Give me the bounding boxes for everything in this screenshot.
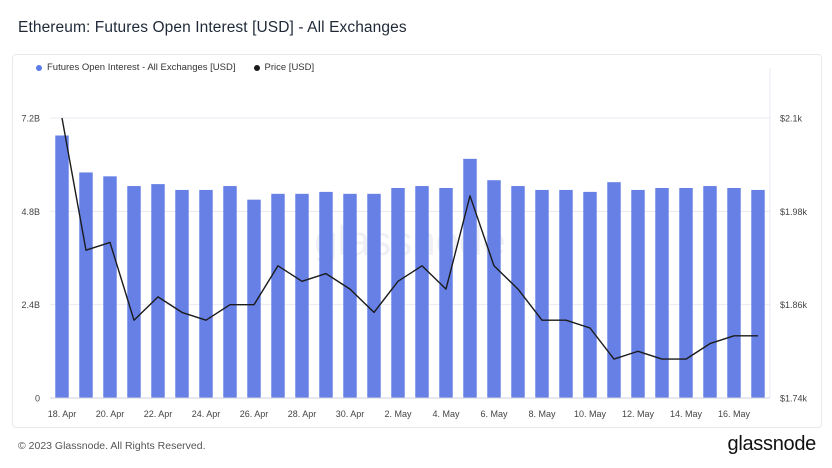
bar	[55, 135, 69, 398]
bar	[391, 188, 405, 398]
x-tick-label: 22. Apr	[144, 409, 173, 419]
y-right-tick-label: $1.74k	[780, 394, 808, 404]
x-tick-label: 30. Apr	[336, 409, 365, 419]
bar	[223, 186, 237, 398]
x-tick-label: 10. May	[574, 409, 607, 419]
x-tick-label: 2. May	[384, 409, 412, 419]
bar	[367, 193, 381, 398]
bar	[343, 193, 357, 398]
x-tick-label: 26. Apr	[240, 409, 269, 419]
y-right-tick-label: $1.98k	[780, 207, 808, 217]
bar	[511, 186, 525, 398]
y-right-tick-label: $1.86k	[780, 300, 808, 310]
watermark: glassnode	[314, 217, 505, 264]
x-tick-label: 24. Apr	[192, 409, 221, 419]
x-tick-label: 8. May	[528, 409, 556, 419]
x-tick-label: 28. Apr	[288, 409, 317, 419]
bar	[535, 189, 549, 398]
bar	[439, 188, 453, 398]
bar	[727, 188, 741, 398]
bar	[751, 189, 765, 398]
y-right-tick-label: $2.1k	[780, 114, 803, 124]
bar	[247, 199, 261, 398]
bar	[151, 184, 165, 398]
x-tick-label: 20. Apr	[96, 409, 125, 419]
legend-dot-icon	[253, 64, 260, 71]
bar	[127, 186, 141, 398]
bar	[703, 186, 717, 398]
bar	[607, 182, 621, 398]
bar	[583, 191, 597, 398]
bar	[295, 193, 309, 398]
x-tick-label: 16. May	[718, 409, 751, 419]
bar	[631, 189, 645, 398]
bar	[175, 189, 189, 398]
bar	[655, 188, 669, 398]
page-title: Ethereum: Futures Open Interest [USD] - …	[18, 19, 407, 36]
x-tick-label: 6. May	[480, 409, 508, 419]
x-tick-label: 4. May	[432, 409, 460, 419]
x-tick-label: 12. May	[622, 409, 655, 419]
legend-label-price: Price [USD]	[264, 62, 315, 73]
y-left-tick-label: 2.4B	[21, 300, 40, 310]
x-tick-label: 14. May	[670, 409, 703, 419]
bar	[103, 176, 117, 398]
y-left-tick-label: 0	[35, 394, 40, 404]
bar	[679, 188, 693, 398]
legend-label-open-interest: Futures Open Interest - All Exchanges [U…	[47, 62, 236, 73]
bar	[463, 158, 477, 398]
legend-item-price[interactable]: Price [USD]	[253, 62, 315, 73]
brand-logo: glassnode	[727, 433, 817, 455]
bar	[199, 189, 213, 398]
bar	[319, 191, 333, 398]
bar	[415, 186, 429, 398]
bar	[487, 180, 501, 398]
x-tick-label: 18. Apr	[48, 409, 77, 419]
bar	[559, 189, 573, 398]
bar	[271, 193, 285, 398]
legend-dot-icon	[36, 64, 42, 71]
copyright-footer: © 2023 Glassnode. All Rights Reserved.	[18, 440, 206, 452]
bar	[79, 172, 93, 398]
legend-item-open-interest[interactable]: Futures Open Interest - All Exchanges [U…	[36, 62, 236, 73]
y-left-tick-label: 4.8B	[21, 207, 40, 217]
chart-legend: Futures Open Interest - All Exchanges [U…	[36, 62, 314, 73]
y-left-tick-label: 7.2B	[21, 114, 40, 124]
price-line	[61, 117, 758, 360]
